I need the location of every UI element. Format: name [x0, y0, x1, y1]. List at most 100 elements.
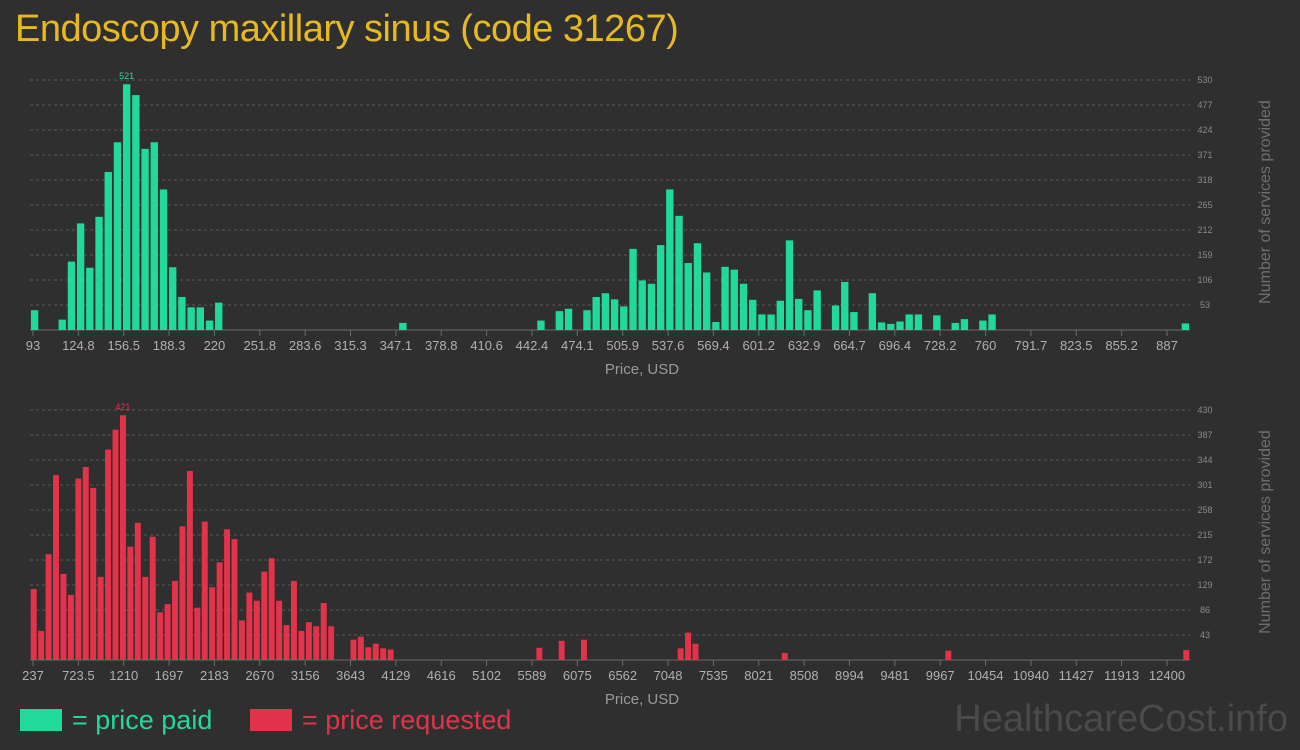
bar — [685, 632, 692, 660]
x-tick-label: 315.3 — [334, 338, 367, 353]
x-tick-label: 760 — [975, 338, 997, 353]
peak-data-label: 421 — [115, 402, 130, 412]
bar — [67, 261, 76, 330]
bar — [105, 449, 112, 660]
x-axis-label: Price, USD — [605, 691, 679, 708]
peak-data-label: 521 — [119, 71, 134, 81]
bar — [178, 296, 186, 330]
x-tick-label: 9967 — [926, 668, 955, 683]
x-tick-label: 8994 — [835, 668, 864, 683]
y-tick-label: 215 — [1197, 530, 1212, 540]
y-tick-label: 430 — [1197, 405, 1212, 415]
x-tick-label: 4129 — [381, 668, 410, 683]
bar — [246, 592, 253, 660]
x-tick-label: 8021 — [744, 668, 773, 683]
x-tick-label: 2183 — [200, 668, 229, 683]
bar — [298, 630, 305, 660]
bar — [945, 650, 952, 660]
chart-requested: 43 86 129 172 215 258 301 344 387 430 421 237 723.5 1… — [22, 402, 1274, 708]
y-tick-label: 318 — [1197, 175, 1212, 185]
bar — [896, 321, 904, 330]
bar — [141, 148, 149, 330]
bar — [231, 539, 238, 660]
bar — [767, 314, 775, 330]
y-tick-label: 344 — [1197, 455, 1212, 465]
x-tick-label: 3156 — [291, 668, 320, 683]
bar — [868, 293, 877, 330]
x-tick-label: 237 — [22, 668, 44, 683]
bar — [536, 647, 543, 660]
bar — [887, 323, 895, 330]
bar — [592, 296, 600, 330]
bar — [960, 319, 969, 330]
bar — [905, 314, 913, 330]
chart-paid: 53 106 159 212 265 318 371 424 477 530 521 93 124.8 1… — [26, 71, 1274, 378]
bar — [58, 319, 66, 330]
bar — [60, 573, 67, 660]
x-tick-label: 569.4 — [697, 338, 730, 353]
bar — [205, 320, 214, 330]
bar — [216, 562, 223, 660]
y-tick-label: 43 — [1200, 630, 1210, 640]
x-tick-label: 823.5 — [1060, 338, 1093, 353]
bar — [186, 471, 193, 660]
bar — [38, 630, 45, 660]
bar — [157, 612, 164, 660]
x-tick-label: 12400 — [1149, 668, 1185, 683]
x-tick-label: 1210 — [109, 668, 138, 683]
bar — [564, 308, 573, 330]
bar — [313, 626, 320, 660]
bar — [134, 522, 141, 660]
bar — [283, 625, 290, 660]
x-tick-label: 188.3 — [153, 338, 186, 353]
bar — [253, 600, 260, 660]
x-axis-label: Price, USD — [605, 361, 679, 378]
bar — [951, 322, 959, 330]
x-tick-label: 6562 — [608, 668, 637, 683]
y-tick-label: 477 — [1197, 100, 1212, 110]
bar — [104, 171, 112, 330]
bar — [119, 415, 126, 660]
legend-swatch-paid — [20, 709, 62, 731]
x-tick-label: 93 — [26, 338, 40, 353]
bar — [194, 607, 201, 660]
bar — [82, 466, 89, 660]
bar — [201, 521, 208, 660]
bar — [328, 626, 335, 660]
bar — [629, 248, 637, 330]
bar — [785, 240, 794, 330]
bar — [831, 305, 840, 330]
y-tick-label: 258 — [1197, 505, 1212, 515]
bar — [979, 320, 987, 330]
bar — [721, 266, 729, 330]
bar — [638, 280, 646, 330]
y-tick-label: 86 — [1200, 605, 1210, 615]
x-tick-label: 632.9 — [788, 338, 821, 353]
bar — [30, 310, 39, 330]
bar — [261, 571, 268, 660]
y-axis-label: Number of services provided — [1257, 430, 1274, 634]
bar — [276, 600, 283, 660]
bar — [76, 223, 85, 330]
bar — [610, 299, 619, 330]
x-tick-label: 7535 — [699, 668, 728, 683]
bar — [350, 639, 357, 660]
x-tick-label: 11427 — [1059, 668, 1094, 683]
bar — [933, 315, 941, 330]
bar — [149, 536, 156, 660]
bar — [113, 142, 122, 330]
bar — [132, 95, 140, 331]
bar — [215, 302, 223, 330]
legend-item-paid: = price paid — [20, 704, 212, 736]
x-tick-label: 4616 — [427, 668, 456, 683]
bar — [739, 283, 748, 330]
bar — [677, 648, 684, 660]
x-tick-label: 601.2 — [742, 338, 775, 353]
x-tick-label: 378.8 — [425, 338, 458, 353]
x-tick-label: 410.6 — [470, 338, 503, 353]
x-tick-label: 9481 — [880, 668, 909, 683]
x-tick-label: 124.8 — [62, 338, 95, 353]
bar — [45, 554, 52, 660]
y-tick-label: 172 — [1197, 555, 1212, 565]
y-tick-label: 424 — [1197, 125, 1212, 135]
